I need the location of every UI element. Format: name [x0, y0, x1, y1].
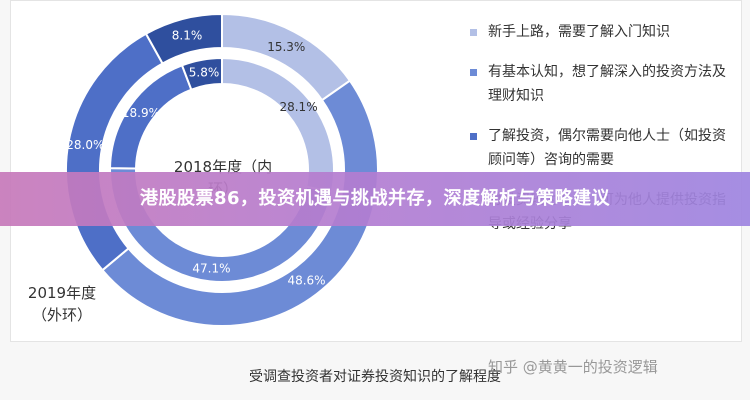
slice-label-inner-professional: 5.8%: [189, 66, 220, 80]
legend-swatch-basic: [470, 69, 477, 76]
slice-label-outer-professional: 8.1%: [172, 28, 203, 42]
watermark: 知乎 @黄黄一的投资逻辑: [488, 358, 658, 376]
slice-inner-professional: [180, 56, 223, 91]
slice-label-outer-basic: 48.6%: [287, 273, 325, 287]
slice-label-inner-newbie: 28.1%: [279, 100, 317, 114]
legend-item-basic: 有基本认知，想了解深入的投资方法及理财知识: [470, 60, 735, 108]
legend-swatch-newbie: [470, 29, 477, 36]
outer-ring-label: 2019年度（外环）: [27, 284, 97, 324]
legend-item-advanced: 了解投资，偶尔需要向他人士（如投资顾问等）咨询的需要: [470, 124, 735, 172]
banner-title: 港股股票86，投资机遇与挑战并存，深度解析与策略建议: [139, 188, 611, 209]
slice-label-outer-advanced: 28.0%: [66, 138, 104, 152]
legend-swatch-advanced: [470, 133, 477, 140]
figure-caption: 受调查投资者对证券投资知识的了解程度: [249, 369, 501, 385]
slice-outer-professional: [144, 12, 223, 65]
slice-label-outer-newbie: 15.3%: [267, 40, 305, 54]
legend-text-basic: 有基本认知，想了解深入的投资方法及理财知识: [488, 64, 726, 104]
legend-item-newbie: 新手上路，需要了解入门知识: [470, 20, 735, 44]
slice-label-inner-basic: 47.1%: [192, 261, 230, 275]
legend-text-newbie: 新手上路，需要了解入门知识: [488, 24, 670, 40]
title-banner: 港股股票86，投资机遇与挑战并存，深度解析与策略建议: [0, 172, 750, 226]
legend-text-advanced: 了解投资，偶尔需要向他人士（如投资顾问等）咨询的需要: [488, 128, 726, 168]
slice-label-inner-advanced: 18.9%: [122, 106, 160, 120]
